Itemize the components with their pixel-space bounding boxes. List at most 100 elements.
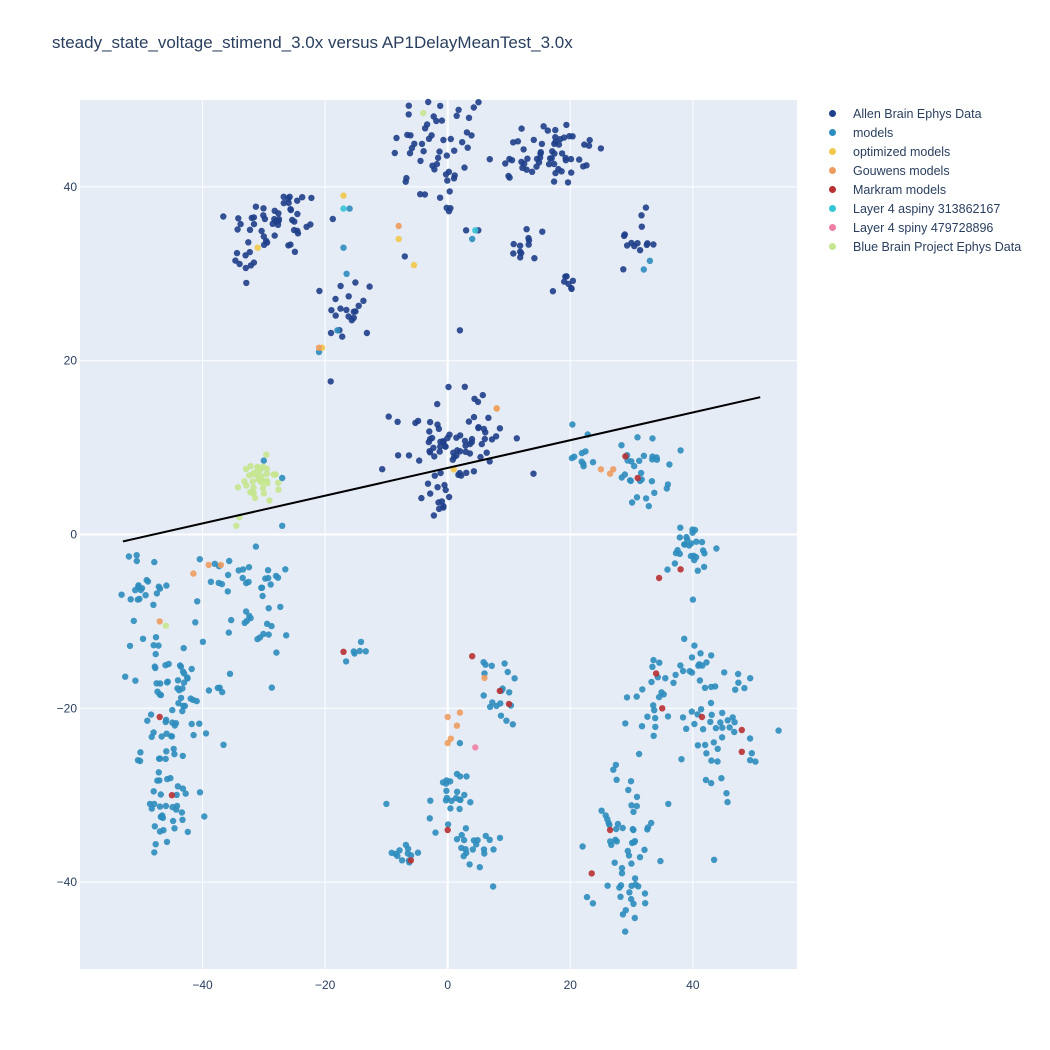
- data-point: [328, 307, 335, 314]
- data-point: [340, 244, 347, 251]
- data-point: [431, 453, 438, 460]
- data-point: [650, 702, 657, 709]
- data-point: [236, 260, 243, 268]
- legend-item[interactable]: Blue Brain Project Ephys Data: [826, 237, 1021, 256]
- legend-item[interactable]: Layer 4 aspiny 313862167: [826, 199, 1021, 218]
- y-tick-label: 40: [64, 180, 78, 194]
- data-point: [611, 859, 618, 866]
- data-point: [179, 668, 187, 675]
- data-point: [664, 481, 672, 488]
- data-point: [679, 667, 687, 675]
- data-point: [250, 484, 257, 491]
- data-point: [437, 102, 444, 110]
- data-point: [731, 728, 738, 736]
- data-point: [696, 677, 704, 684]
- data-point: [694, 742, 702, 749]
- data-point: [625, 786, 632, 794]
- data-point: [453, 452, 460, 459]
- data-point: [168, 733, 175, 740]
- data-point: [242, 264, 249, 272]
- data-point: [248, 489, 255, 496]
- data-point: [424, 480, 432, 487]
- data-point: [258, 584, 265, 591]
- data-point: [517, 254, 524, 261]
- data-point: [277, 603, 284, 611]
- data-point: [436, 448, 443, 455]
- data-point: [329, 215, 336, 223]
- data-point: [456, 739, 464, 747]
- data-point: [237, 220, 244, 228]
- data-point: [412, 419, 419, 427]
- data-point: [649, 663, 656, 670]
- data-point: [638, 723, 646, 730]
- data-point: [656, 659, 663, 666]
- data-point: [275, 479, 282, 486]
- data-point: [421, 125, 429, 132]
- data-point: [456, 469, 463, 477]
- data-point: [363, 329, 371, 337]
- data-point: [356, 647, 363, 655]
- data-point: [738, 726, 745, 734]
- legend-item[interactable]: Allen Brain Ephys Data: [826, 104, 1021, 123]
- data-point: [260, 241, 268, 248]
- data-point: [156, 828, 164, 835]
- data-point: [434, 484, 441, 491]
- data-point: [619, 824, 626, 832]
- data-point: [618, 870, 626, 877]
- legend-marker-icon: [829, 224, 836, 231]
- legend-item[interactable]: optimized models: [826, 142, 1021, 161]
- data-point: [655, 693, 663, 701]
- chart-title: steady_state_voltage_stimend_3.0x versus…: [52, 33, 573, 52]
- data-point: [403, 174, 410, 182]
- data-point: [569, 421, 576, 428]
- data-point: [724, 798, 731, 806]
- legend[interactable]: Allen Brain Ephys Data models optimized mo…: [826, 104, 1021, 256]
- data-point: [482, 832, 489, 840]
- data-point: [410, 261, 418, 269]
- data-point: [165, 660, 172, 668]
- data-point: [493, 405, 500, 412]
- data-point: [395, 222, 402, 230]
- data-point: [436, 148, 443, 155]
- legend-item[interactable]: Gouwens models: [826, 161, 1021, 180]
- legend-item[interactable]: models: [826, 123, 1021, 142]
- data-point: [482, 661, 489, 668]
- data-point: [628, 860, 635, 867]
- legend-item[interactable]: Markram models: [826, 180, 1021, 199]
- data-point: [486, 836, 493, 843]
- data-point: [464, 144, 471, 151]
- data-point: [664, 713, 672, 720]
- data-point: [345, 313, 352, 320]
- y-tick-label: 0: [70, 528, 77, 542]
- data-point: [163, 582, 170, 589]
- data-point: [202, 730, 210, 737]
- data-point: [632, 881, 639, 888]
- data-point: [260, 205, 267, 212]
- data-point: [653, 456, 661, 463]
- legend-label: Layer 4 spiny 479728896: [853, 220, 994, 235]
- data-point: [225, 629, 232, 636]
- data-point: [260, 212, 267, 219]
- data-point: [640, 266, 647, 273]
- data-point: [425, 98, 432, 106]
- data-point: [455, 106, 462, 114]
- data-point: [642, 900, 649, 907]
- data-point: [243, 279, 250, 287]
- data-point: [648, 478, 656, 485]
- data-point: [394, 852, 401, 860]
- data-point: [633, 793, 641, 801]
- data-point: [623, 694, 631, 701]
- data-point: [417, 191, 424, 198]
- legend-item[interactable]: Layer 4 spiny 479728896: [826, 218, 1021, 237]
- data-point: [621, 471, 629, 478]
- data-point: [518, 125, 525, 132]
- data-point: [741, 684, 748, 692]
- data-point: [558, 168, 565, 175]
- data-point: [735, 679, 742, 686]
- data-point: [440, 136, 447, 144]
- data-point: [362, 648, 369, 655]
- data-point: [420, 109, 427, 117]
- data-point: [279, 522, 286, 529]
- data-point: [334, 327, 341, 334]
